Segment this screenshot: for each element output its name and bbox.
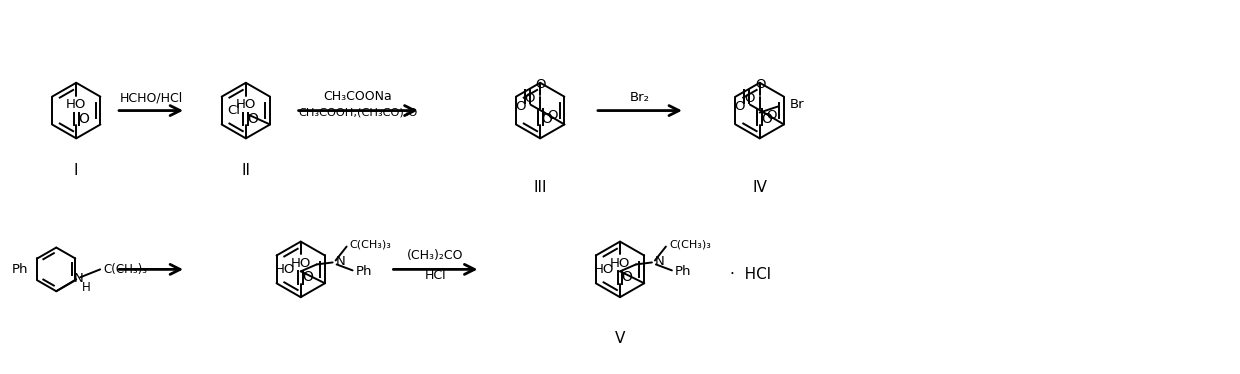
- Text: Ph: Ph: [675, 265, 692, 278]
- Text: O: O: [761, 111, 773, 126]
- Text: O: O: [621, 270, 632, 284]
- Text: HCHO/HCl: HCHO/HCl: [119, 91, 182, 104]
- Text: (CH₃)₂CO: (CH₃)₂CO: [407, 249, 464, 262]
- Text: O: O: [766, 109, 777, 122]
- Text: O: O: [303, 270, 314, 284]
- Text: HO: HO: [610, 257, 630, 270]
- Text: N: N: [336, 255, 346, 268]
- Text: IV: IV: [753, 181, 768, 196]
- Text: Br: Br: [790, 98, 805, 111]
- Text: O: O: [547, 109, 558, 122]
- Text: III: III: [533, 181, 547, 196]
- Text: HO: HO: [594, 263, 614, 276]
- Text: O: O: [542, 111, 553, 126]
- Text: C(CH₃)₃: C(CH₃)₃: [668, 240, 711, 249]
- Text: O: O: [744, 92, 755, 105]
- Text: HO: HO: [274, 263, 295, 276]
- Text: O: O: [525, 92, 536, 105]
- Text: Cl: Cl: [227, 104, 241, 117]
- Text: CH₃COOH,(CH₃CO)₂O: CH₃COOH,(CH₃CO)₂O: [298, 108, 417, 117]
- Text: I: I: [74, 163, 78, 178]
- Text: N: N: [73, 272, 83, 285]
- Text: C(CH₃)₃: C(CH₃)₃: [103, 263, 148, 276]
- Text: O: O: [248, 111, 258, 126]
- Text: N: N: [655, 255, 665, 268]
- Text: O: O: [536, 78, 546, 91]
- Text: V: V: [615, 331, 625, 346]
- Text: O: O: [734, 100, 745, 113]
- Text: Ph: Ph: [356, 265, 372, 278]
- Text: HCl: HCl: [424, 269, 446, 282]
- Text: ·  HCl: · HCl: [730, 267, 771, 282]
- Text: H: H: [82, 281, 91, 294]
- Text: HO: HO: [290, 257, 311, 270]
- Text: II: II: [242, 163, 250, 178]
- Text: HO: HO: [236, 98, 255, 111]
- Text: Ph: Ph: [12, 263, 29, 276]
- Text: C(CH₃)₃: C(CH₃)₃: [350, 240, 392, 249]
- Text: O: O: [78, 111, 88, 126]
- Text: CH₃COONa: CH₃COONa: [324, 90, 392, 103]
- Text: Br₂: Br₂: [630, 91, 650, 104]
- Text: HO: HO: [66, 98, 87, 111]
- Text: O: O: [755, 78, 765, 91]
- Text: O: O: [515, 100, 526, 113]
